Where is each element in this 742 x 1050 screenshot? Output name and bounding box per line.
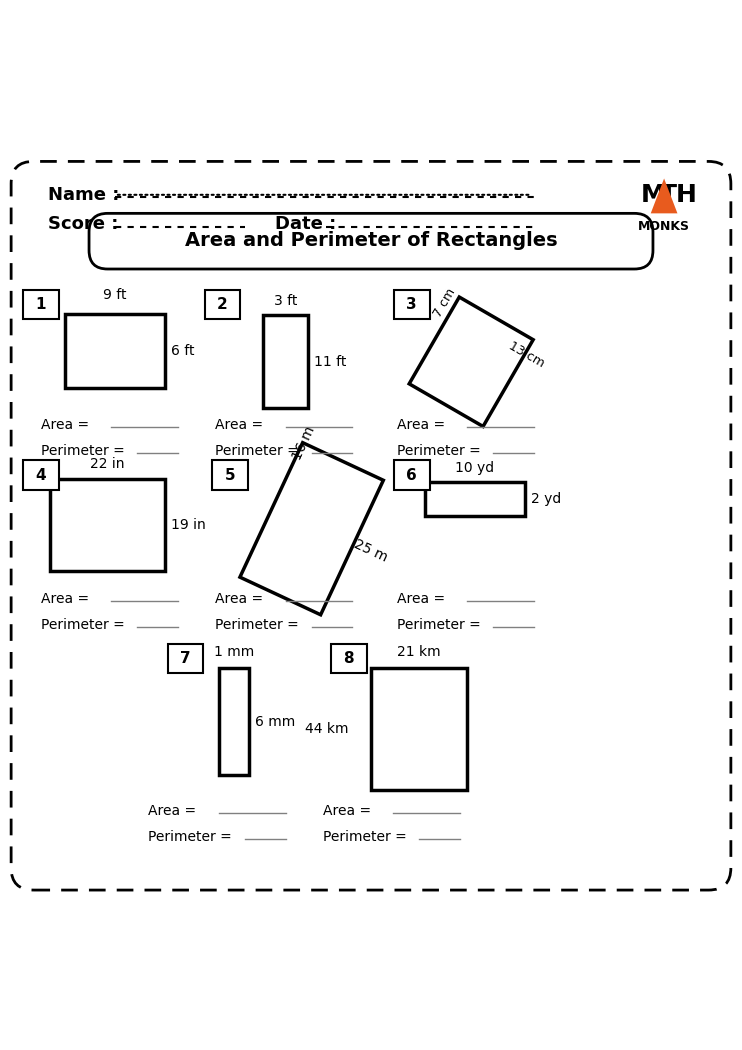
Text: 7: 7 (180, 651, 191, 666)
Text: 5: 5 (225, 468, 235, 483)
Text: Name :: Name : (48, 186, 119, 204)
Text: Area =: Area = (41, 418, 93, 432)
FancyBboxPatch shape (212, 461, 248, 490)
FancyBboxPatch shape (23, 290, 59, 319)
Text: MONKS: MONKS (638, 220, 690, 233)
Text: 9 ft: 9 ft (103, 289, 127, 302)
Text: Perimeter =: Perimeter = (148, 830, 237, 843)
Text: Perimeter =: Perimeter = (215, 444, 303, 458)
FancyBboxPatch shape (89, 213, 653, 269)
Text: M: M (640, 183, 666, 207)
Text: 1: 1 (36, 297, 46, 312)
Text: 6: 6 (407, 468, 417, 483)
Text: 44 km: 44 km (305, 722, 349, 736)
Text: Area =: Area = (323, 803, 375, 818)
Text: 6 ft: 6 ft (171, 343, 194, 358)
Text: 4: 4 (36, 468, 46, 483)
Text: Area =: Area = (215, 592, 268, 606)
Text: 6 mm: 6 mm (255, 715, 295, 729)
Text: Area =: Area = (215, 418, 268, 432)
Text: 13 cm: 13 cm (507, 339, 547, 370)
Text: 22 in: 22 in (91, 457, 125, 470)
Text: Perimeter =: Perimeter = (41, 444, 129, 458)
Text: Perimeter =: Perimeter = (323, 830, 411, 843)
FancyBboxPatch shape (168, 644, 203, 673)
FancyBboxPatch shape (23, 461, 59, 490)
Text: TH: TH (660, 183, 698, 207)
Text: 1 mm: 1 mm (214, 646, 254, 659)
Text: 8: 8 (344, 651, 354, 666)
Text: Perimeter =: Perimeter = (397, 618, 485, 632)
Text: Area =: Area = (397, 418, 450, 432)
Text: Perimeter =: Perimeter = (397, 444, 485, 458)
Text: 16 m: 16 m (290, 424, 318, 462)
Text: 19 in: 19 in (171, 518, 206, 532)
Text: 3: 3 (407, 297, 417, 312)
FancyBboxPatch shape (394, 290, 430, 319)
Text: Perimeter =: Perimeter = (215, 618, 303, 632)
Text: Area and Perimeter of Rectangles: Area and Perimeter of Rectangles (185, 231, 557, 250)
FancyBboxPatch shape (394, 461, 430, 490)
Text: 2 yd: 2 yd (531, 492, 561, 506)
Text: 7 cm: 7 cm (432, 286, 459, 319)
FancyBboxPatch shape (331, 644, 367, 673)
Text: 11 ft: 11 ft (314, 355, 347, 369)
Text: 3 ft: 3 ft (274, 294, 298, 308)
Text: Area =: Area = (397, 592, 450, 606)
Text: Perimeter =: Perimeter = (41, 618, 129, 632)
FancyBboxPatch shape (11, 162, 731, 890)
Text: Area =: Area = (41, 592, 93, 606)
Text: 25 m: 25 m (352, 538, 390, 565)
Text: Score :: Score : (48, 215, 119, 233)
Text: 10 yd: 10 yd (456, 461, 494, 475)
Text: 21 km: 21 km (398, 645, 441, 658)
Text: Area =: Area = (148, 803, 201, 818)
Text: Date :: Date : (275, 215, 336, 233)
FancyBboxPatch shape (205, 290, 240, 319)
Polygon shape (651, 178, 677, 213)
Text: 2: 2 (217, 297, 228, 312)
